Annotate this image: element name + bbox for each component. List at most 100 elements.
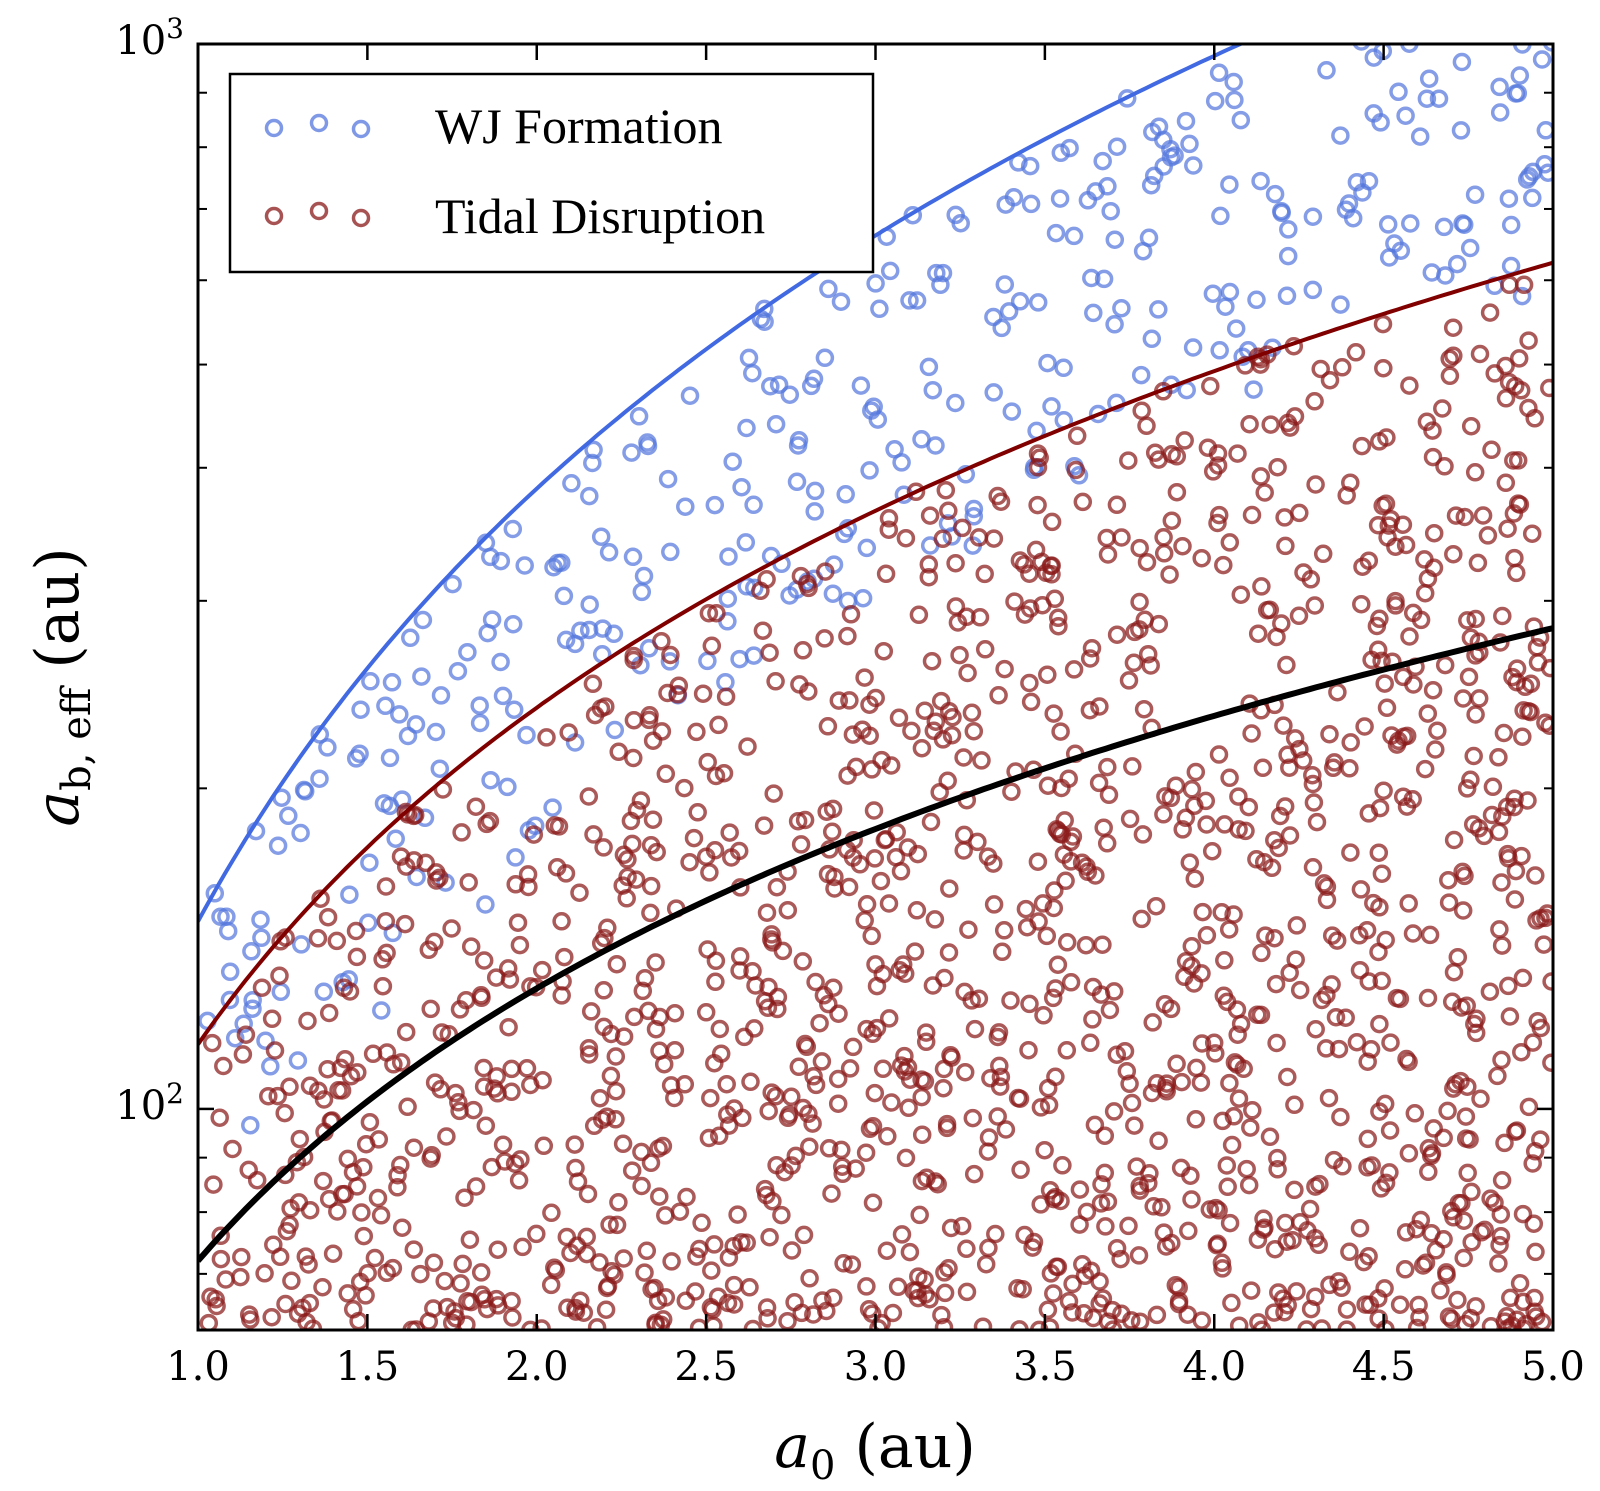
data-point xyxy=(1216,297,1235,316)
data-point xyxy=(323,1244,343,1263)
data-point xyxy=(1542,1053,1553,1072)
data-point xyxy=(1222,1135,1242,1155)
data-point xyxy=(1317,890,1337,910)
data-point xyxy=(813,1291,832,1310)
data-point xyxy=(1531,1018,1551,1038)
data-point xyxy=(1154,130,1173,150)
data-point xyxy=(704,1235,724,1254)
data-point xyxy=(1510,66,1530,85)
data-point xyxy=(1220,1073,1239,1093)
data-point xyxy=(503,1308,522,1327)
data-point xyxy=(1020,994,1039,1014)
data-point xyxy=(347,947,367,967)
data-point xyxy=(1208,513,1227,533)
data-point xyxy=(199,1313,219,1330)
data-point xyxy=(804,1067,823,1086)
data-point xyxy=(1265,184,1285,204)
data-point xyxy=(1064,660,1084,679)
data-point xyxy=(354,1157,373,1177)
data-point xyxy=(1514,275,1534,295)
data-point xyxy=(392,1218,412,1237)
x-tick-label: 1.0 xyxy=(166,1344,230,1390)
data-point xyxy=(383,1258,403,1278)
legend-entry-tidal-disruption: Tidal Disruption xyxy=(264,188,765,244)
data-point xyxy=(1231,585,1251,604)
data-point xyxy=(1011,1160,1030,1180)
data-point xyxy=(1403,924,1423,943)
data-point xyxy=(480,811,500,831)
data-point xyxy=(855,668,874,687)
data-point xyxy=(999,302,1019,321)
data-point xyxy=(857,538,877,558)
data-point xyxy=(1396,106,1415,125)
data-point xyxy=(1021,692,1041,712)
data-point xyxy=(964,1164,984,1184)
data-point xyxy=(1047,1257,1066,1276)
data-point xyxy=(676,1291,696,1310)
data-point xyxy=(1513,1204,1533,1224)
data-point xyxy=(955,1062,975,1082)
data-point xyxy=(1192,1034,1212,1053)
data-point xyxy=(1092,1175,1111,1194)
data-point xyxy=(994,921,1014,940)
data-point xyxy=(1456,1107,1476,1126)
data-point xyxy=(895,1046,914,1066)
data-point xyxy=(794,1225,814,1245)
data-point xyxy=(860,1119,880,1139)
data-point xyxy=(1279,220,1298,239)
data-point xyxy=(1208,444,1228,463)
data-point xyxy=(1526,866,1545,885)
data-point xyxy=(1434,1128,1453,1148)
data-point xyxy=(350,1272,370,1292)
data-point xyxy=(1523,188,1542,208)
legend-marker-td-1 xyxy=(264,206,284,226)
data-point xyxy=(1399,894,1418,913)
data-point xyxy=(299,1255,318,1274)
x-axis-title-sub: 0 xyxy=(810,1443,835,1489)
data-point xyxy=(562,474,581,493)
data-point xyxy=(893,955,913,974)
data-point xyxy=(910,1205,929,1225)
data-point xyxy=(954,825,974,845)
legend-marker-wj-3 xyxy=(351,119,371,139)
data-point xyxy=(376,911,396,931)
data-point xyxy=(1464,746,1483,766)
data-point xyxy=(211,1249,231,1269)
data-point xyxy=(488,1296,508,1315)
data-point xyxy=(1133,825,1153,844)
data-point xyxy=(921,812,941,832)
data-point xyxy=(1243,1101,1262,1120)
data-point xyxy=(1154,528,1173,547)
data-point xyxy=(234,1014,253,1033)
data-point xyxy=(1500,1007,1520,1026)
data-point xyxy=(1272,203,1291,223)
data-point xyxy=(1225,90,1244,110)
data-point xyxy=(314,982,334,1001)
data-point xyxy=(1209,1201,1228,1220)
data-point xyxy=(262,1009,282,1029)
data-point xyxy=(816,562,835,581)
data-point xyxy=(388,1178,407,1197)
data-point xyxy=(1247,290,1266,310)
data-point xyxy=(1351,880,1371,899)
data-point xyxy=(1409,1295,1428,1315)
data-point xyxy=(587,1318,607,1330)
data-point xyxy=(243,999,262,1018)
data-point xyxy=(542,1203,561,1223)
data-point xyxy=(1444,544,1463,564)
data-point xyxy=(1451,1071,1470,1091)
data-point xyxy=(435,1271,454,1291)
data-point xyxy=(613,1134,633,1154)
data-point xyxy=(1368,640,1388,660)
data-point xyxy=(957,1282,977,1302)
data-point xyxy=(547,858,567,877)
data-point xyxy=(1323,2,1338,17)
data-point xyxy=(1229,787,1248,806)
data-point xyxy=(975,564,994,584)
data-point xyxy=(1508,83,1528,103)
data-point xyxy=(268,836,288,855)
data-point xyxy=(1526,1242,1545,1262)
data-point xyxy=(905,942,925,961)
data-point xyxy=(1193,902,1212,922)
data-point xyxy=(937,1114,957,1134)
